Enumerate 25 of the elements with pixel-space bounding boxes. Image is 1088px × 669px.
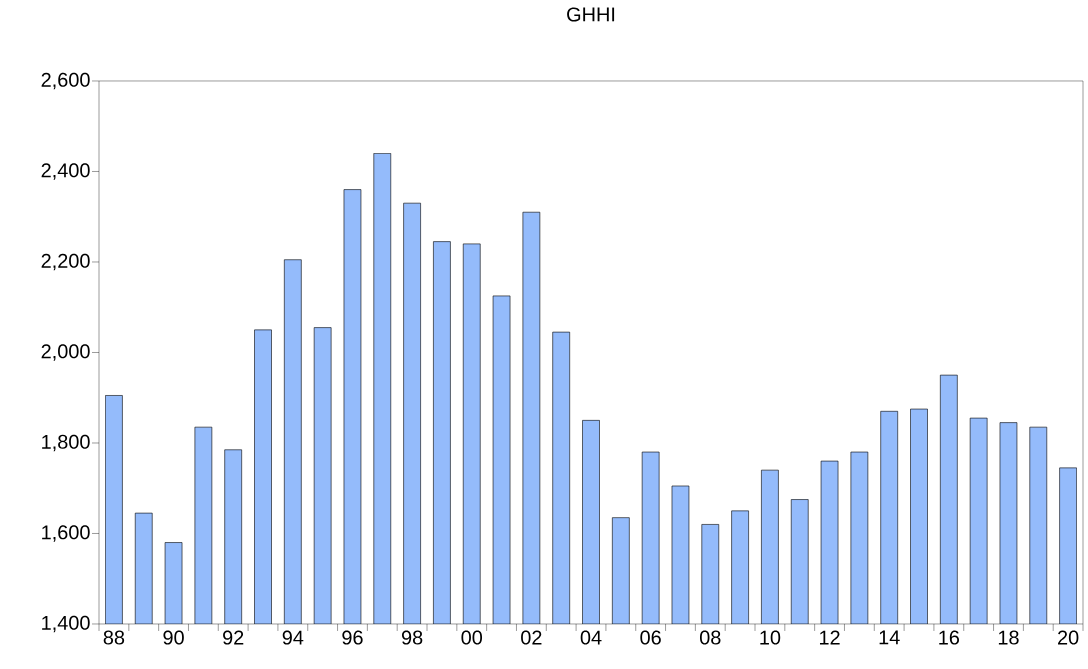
y-tick-label: 1,400 [42, 615, 90, 633]
chart-title: GHHI [567, 7, 615, 22]
x-tick-label: 92 [223, 630, 244, 645]
y-tick-label: 1,800 [42, 434, 90, 452]
x-tick-label: 12 [819, 630, 840, 645]
x-tick-label: 88 [103, 630, 125, 645]
y-tick-label: 1,600 [42, 525, 90, 542]
x-tick-label: 04 [580, 630, 602, 645]
y-tick-label: 2,600 [41, 72, 90, 90]
x-tick-label: 20 [1058, 630, 1079, 645]
y-tick-label: 2,000 [41, 344, 90, 361]
y-tick-label: 2,200 [41, 253, 90, 271]
x-tick-label: 16 [939, 630, 960, 645]
x-tick-label: 18 [998, 630, 1019, 645]
x-tick-label: 10 [760, 630, 781, 645]
x-tick-label: 90 [163, 630, 184, 645]
x-tick-label: 98 [401, 630, 423, 645]
y-tick-label: 2,400 [41, 163, 90, 180]
x-tick-label: 00 [461, 630, 483, 645]
x-tick-label: 02 [521, 630, 542, 645]
x-tick-label: 14 [879, 630, 900, 645]
x-tick-label: 06 [640, 630, 661, 645]
x-tick-label: 08 [699, 630, 721, 645]
x-tick-label: 94 [282, 630, 304, 645]
x-tick-label: 96 [342, 630, 363, 645]
